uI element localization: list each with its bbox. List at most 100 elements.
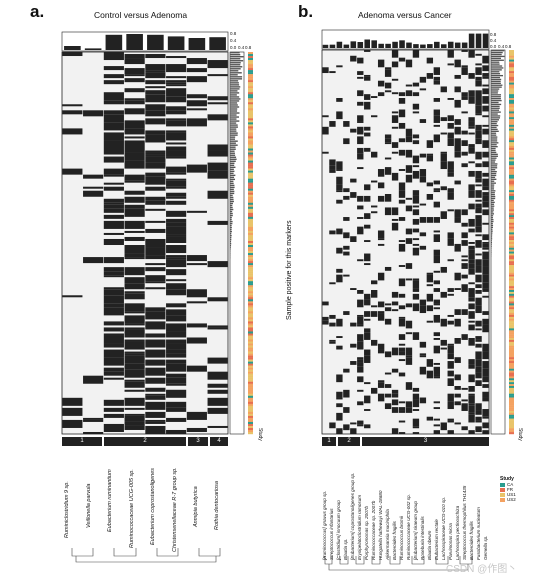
heatmap-cell bbox=[364, 263, 371, 266]
study-strip-cell bbox=[509, 61, 514, 64]
heatmap-cell bbox=[398, 316, 406, 319]
side-bar bbox=[230, 132, 238, 134]
heatmap-cell bbox=[124, 204, 145, 209]
heatmap-cell bbox=[468, 190, 475, 198]
study-strip-cell bbox=[248, 337, 253, 340]
side-bar bbox=[491, 170, 497, 173]
heatmap-cell bbox=[482, 186, 489, 191]
side-bar bbox=[491, 92, 498, 94]
legend-swatch bbox=[500, 482, 505, 487]
study-strip-cell bbox=[248, 164, 253, 167]
side-bar bbox=[491, 232, 493, 234]
study-strip-cell bbox=[509, 167, 514, 170]
side-bar bbox=[230, 138, 236, 140]
side-bar bbox=[491, 124, 499, 127]
heatmap-cell bbox=[166, 150, 187, 157]
heatmap-cell bbox=[166, 82, 187, 85]
dendrogram-branch bbox=[156, 548, 179, 557]
heatmap-cell bbox=[475, 80, 482, 87]
dendrogram-branch bbox=[75, 556, 217, 563]
heatmap-cell bbox=[336, 228, 343, 235]
heatmap-cell bbox=[475, 420, 482, 423]
heatmap-cell bbox=[433, 407, 440, 410]
heatmap-cell bbox=[336, 199, 343, 204]
study-strip-cell bbox=[248, 134, 253, 137]
study-strip-cell bbox=[509, 288, 514, 291]
heatmap-frame bbox=[321, 49, 490, 435]
heatmap-cell bbox=[405, 332, 413, 335]
heatmap-cell bbox=[83, 417, 104, 420]
heatmap-cell bbox=[384, 207, 392, 216]
heatmap-cell bbox=[166, 84, 187, 87]
heatmap-cell bbox=[336, 184, 343, 191]
top-bar bbox=[475, 33, 482, 48]
heatmap-cell bbox=[447, 288, 454, 292]
study-strip-cell bbox=[248, 92, 253, 95]
study-strip-cell bbox=[509, 157, 514, 160]
heatmap-cell bbox=[350, 178, 357, 183]
heatmap-cell bbox=[124, 339, 145, 342]
panel-b-taxon-label: Erysipelatoclostridium ramosum bbox=[357, 494, 362, 560]
heatmap-cell bbox=[475, 63, 482, 66]
heatmap-cell bbox=[482, 55, 489, 64]
heatmap-cell bbox=[364, 293, 371, 300]
top-bar bbox=[209, 37, 226, 50]
heatmap-cell bbox=[166, 210, 187, 217]
heatmap-cell bbox=[433, 345, 440, 354]
heatmap-cell bbox=[377, 80, 385, 87]
heatmap-cell bbox=[468, 245, 475, 250]
study-strip-cell bbox=[509, 322, 514, 325]
study-strip-cell bbox=[509, 90, 514, 93]
side-bar bbox=[230, 122, 237, 124]
heatmap-cell bbox=[343, 424, 350, 431]
study-strip-cell bbox=[509, 389, 514, 392]
side-bar bbox=[230, 114, 237, 116]
side-bar bbox=[491, 99, 502, 102]
study-strip-cell bbox=[248, 363, 253, 366]
side-bar bbox=[491, 251, 492, 253]
heatmap-cell bbox=[166, 56, 187, 59]
side-bar bbox=[491, 74, 504, 77]
heatmap-cell bbox=[124, 415, 145, 422]
heatmap-cell bbox=[357, 389, 364, 392]
study-strip-cell bbox=[248, 249, 253, 252]
heatmap-cell bbox=[124, 174, 145, 181]
heatmap-cell bbox=[377, 301, 385, 308]
study-strip-cell bbox=[509, 347, 514, 350]
heatmap-cell bbox=[412, 134, 420, 139]
heatmap-cell bbox=[166, 80, 187, 83]
heatmap-cell bbox=[186, 164, 207, 173]
heatmap-cell bbox=[145, 238, 166, 248]
heatmap-cell bbox=[398, 240, 406, 242]
heatmap-cell bbox=[145, 247, 166, 256]
heatmap-cell bbox=[124, 220, 145, 229]
heatmap-cell bbox=[83, 186, 104, 189]
heatmap-cell bbox=[145, 349, 166, 358]
heatmap-cell bbox=[103, 287, 124, 290]
heatmap-cell bbox=[322, 151, 329, 154]
side-bar bbox=[230, 198, 234, 201]
side-bar bbox=[491, 144, 497, 146]
heatmap-cell bbox=[482, 409, 489, 417]
study-strip-cell bbox=[509, 82, 514, 85]
study-strip-cell bbox=[509, 245, 514, 248]
heatmap-cell bbox=[433, 376, 440, 379]
study-strip-cell bbox=[509, 416, 514, 419]
panel-a-cluster-1: 1 bbox=[62, 437, 102, 446]
study-strip-cell bbox=[509, 161, 514, 164]
heatmap-cell bbox=[482, 282, 489, 289]
heatmap-cell bbox=[124, 88, 145, 93]
study-strip-cell bbox=[248, 327, 253, 330]
study-strip-cell bbox=[248, 309, 253, 312]
heatmap-cell bbox=[145, 377, 166, 384]
heatmap-cell bbox=[103, 321, 124, 326]
side-bar bbox=[230, 238, 232, 241]
heatmap-cell bbox=[377, 272, 385, 281]
heatmap-cell bbox=[461, 130, 468, 135]
study-strip-cell bbox=[248, 395, 253, 399]
heatmap-cell bbox=[364, 328, 371, 333]
heatmap-cell bbox=[405, 174, 413, 183]
heatmap-cell bbox=[166, 269, 187, 276]
heatmap-cell bbox=[364, 147, 371, 152]
heatmap-cell bbox=[357, 115, 364, 122]
